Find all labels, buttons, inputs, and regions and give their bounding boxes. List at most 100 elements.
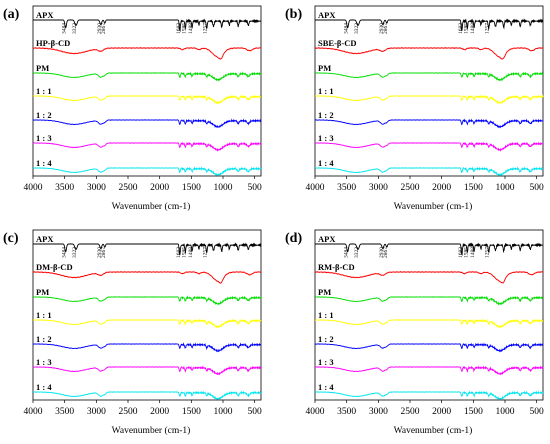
series-label: 1 : 4 (318, 382, 334, 392)
x-tick-label: 3500 (55, 183, 74, 193)
plot-frame (32, 5, 262, 177)
series-label: 1 : 2 (36, 334, 52, 344)
x-axis-label: Wavenumber (cm-1) (112, 425, 191, 436)
plot-frame (314, 5, 544, 177)
peak-annotation: 1595 (463, 23, 469, 34)
peak-annotation: 1488 (188, 23, 194, 34)
series-label: SBE-β-CD (318, 38, 356, 48)
peak-annotation: 3322 (72, 247, 78, 258)
spectrum-line (314, 94, 544, 105)
panel-2: 4000 3500 3000 2500 2000 1500 1000 500 Wavenumbe… (3, 229, 263, 436)
spectrum-line (33, 18, 262, 33)
x-tick-label: 2500 (401, 407, 420, 417)
series-label: APX (36, 10, 54, 20)
x-tick-label: 500 (248, 183, 263, 193)
panel-label: (d) (285, 231, 302, 246)
peak-annotation: 3322 (354, 23, 360, 34)
spectrum-line (315, 295, 544, 306)
x-tick-label: 1000 (214, 183, 233, 193)
spectrum-line (33, 242, 262, 256)
spectrum-line (32, 390, 262, 401)
spectrum-line (33, 118, 262, 129)
spectrum-line (314, 318, 544, 329)
series-label: 1 : 1 (318, 86, 334, 96)
spectrum-line (33, 318, 262, 329)
x-axis-label: Wavenumber (cm-1) (112, 201, 191, 212)
series-label: DM-β-CD (36, 262, 73, 272)
peak-annotation: 2867 (383, 247, 389, 258)
series-label: 1 : 3 (318, 357, 334, 367)
peak-annotation: 1488 (470, 247, 476, 258)
series-label: 1 : 1 (36, 310, 52, 320)
peak-annotation: 1595 (463, 247, 469, 258)
x-tick-label: 4000 (306, 407, 325, 417)
x-tick-label: 1000 (496, 407, 515, 417)
spectrum-line (314, 71, 544, 82)
series-label: 1 : 4 (36, 382, 52, 392)
x-tick-label: 2000 (150, 183, 169, 193)
series-label: 1 : 3 (36, 133, 52, 143)
spectrum-line (32, 141, 262, 152)
x-tick-label: 2000 (432, 183, 451, 193)
series-label: RM-β-CD (318, 262, 355, 272)
series-label: PM (318, 287, 331, 297)
x-tick-label: 3500 (337, 407, 356, 417)
series-label: 1 : 2 (318, 110, 334, 120)
peak-annotation: 2867 (383, 23, 389, 34)
x-tick-label: 1500 (182, 407, 201, 417)
peak-annotation: 1682 (176, 247, 182, 258)
panel-0: 4000 3500 3000 2500 2000 1500 1000 500 Wavenumbe… (3, 5, 263, 212)
peak-annotation: 1595 (181, 247, 187, 258)
peak-annotation: 2867 (101, 23, 107, 34)
peak-annotation: 3484 (344, 247, 350, 258)
series-label: 1 : 4 (318, 158, 334, 168)
x-tick-label: 3000 (369, 407, 388, 417)
series-label: 1 : 2 (318, 334, 334, 344)
series-label: APX (318, 234, 336, 244)
spectrum-line (314, 342, 544, 353)
spectrum-line (315, 242, 544, 257)
x-tick-label: 2500 (401, 183, 420, 193)
x-tick-label: 500 (530, 183, 545, 193)
spectrum-line (314, 141, 544, 152)
spectrum-line (314, 365, 544, 376)
spectrum-line (32, 71, 262, 82)
x-tick-label: 3500 (337, 183, 356, 193)
spectrum-line (314, 390, 544, 401)
x-tick-label: 1500 (464, 183, 483, 193)
series-label: PM (36, 287, 49, 297)
x-tick-label: 500 (248, 407, 263, 417)
panel-3: 4000 3500 3000 2500 2000 1500 1000 500 Wavenumbe… (285, 229, 545, 436)
peak-annotation: 3484 (344, 23, 350, 34)
spectrum-line (314, 118, 544, 129)
peak-annotation: 3484 (62, 247, 68, 258)
peak-annotation: 1257 (485, 23, 491, 34)
series-label: HP-β-CD (36, 38, 70, 48)
x-tick-label: 2000 (150, 407, 169, 417)
peak-annotation: 1595 (181, 23, 187, 34)
peak-annotation: 1257 (485, 247, 491, 258)
spectrum-line (315, 46, 544, 60)
panel-label: (a) (3, 7, 20, 22)
panel-label: (b) (285, 7, 302, 22)
spectrum-line (32, 166, 262, 176)
x-tick-label: 4000 (306, 183, 325, 193)
x-axis-label: Wavenumber (cm-1) (394, 201, 473, 212)
peak-annotation: 2930 (97, 23, 103, 34)
x-tick-label: 500 (530, 407, 545, 417)
x-tick-label: 3500 (55, 407, 74, 417)
peak-annotation: 1257 (203, 247, 209, 258)
spectrum-line (32, 270, 261, 284)
series-label: PM (36, 63, 49, 73)
x-axis-label: Wavenumber (cm-1) (394, 425, 473, 436)
x-tick-label: 2000 (432, 407, 451, 417)
x-tick-label: 2500 (119, 183, 138, 193)
series-label: 1 : 1 (318, 310, 334, 320)
x-tick-label: 3000 (369, 183, 388, 193)
peak-annotation: 3484 (62, 23, 68, 34)
series-label: APX (318, 10, 336, 20)
x-tick-label: 1500 (182, 183, 201, 193)
spectrum-line (32, 46, 262, 60)
plot-frame (314, 229, 544, 401)
